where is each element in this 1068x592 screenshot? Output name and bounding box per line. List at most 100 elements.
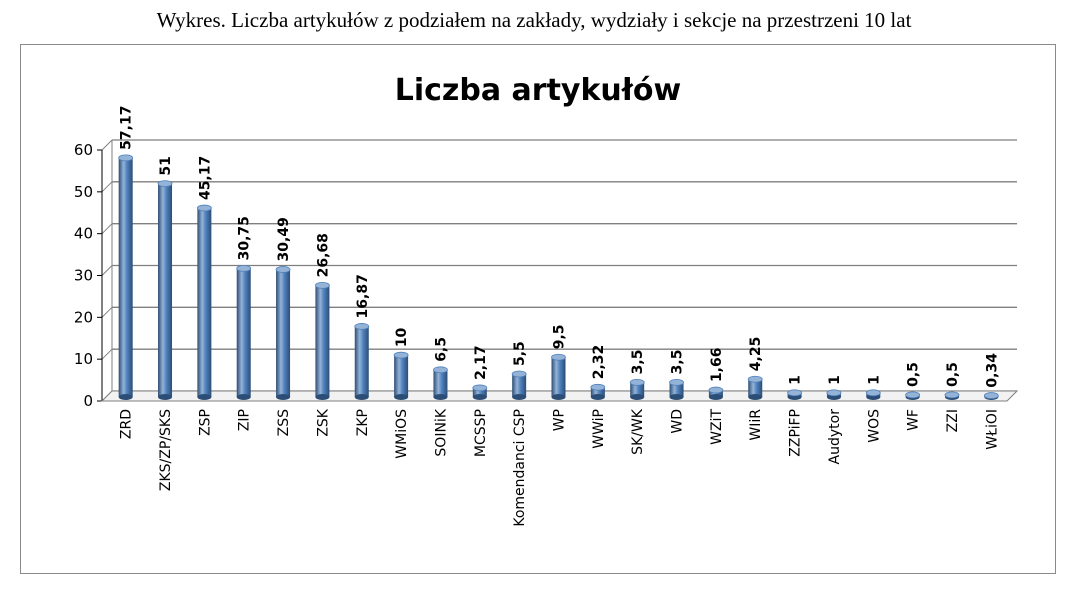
bar-base (276, 394, 291, 400)
gridline-depth (101, 348, 113, 360)
bar-top (551, 353, 566, 361)
gridline-depth (101, 306, 113, 318)
gridline-depth (101, 181, 113, 193)
bar (630, 382, 645, 397)
bar (708, 390, 723, 397)
bar (590, 387, 605, 397)
x-tick-label: ZKS/ZP/SKS (158, 409, 174, 491)
y-tick-label: 0 (83, 392, 93, 410)
y-tick-label: 50 (74, 183, 93, 201)
bar-base (472, 394, 487, 400)
data-label: 0,34 (984, 353, 1000, 388)
x-tick-label: WD (670, 409, 686, 434)
x-tick-label: WWiP (591, 409, 607, 449)
bar (315, 285, 330, 397)
data-label: 1 (866, 375, 882, 385)
y-tick-label: 40 (74, 225, 93, 243)
data-label: 16,87 (355, 274, 371, 318)
bar (551, 357, 566, 397)
data-label: 57,17 (119, 106, 135, 150)
bar-base (394, 394, 409, 400)
bar-top (747, 375, 763, 383)
bar-base (669, 394, 684, 400)
bar (354, 326, 369, 397)
data-label: 9,5 (552, 324, 568, 349)
bar (197, 208, 212, 397)
data-label: 1 (827, 375, 843, 385)
bar-top (511, 370, 527, 378)
x-tick-label: WF (906, 409, 922, 431)
x-tick-label: ZSK (315, 408, 331, 436)
data-label: 2,32 (591, 345, 607, 380)
x-tick-label: WZiT (709, 409, 725, 445)
data-label: 30,75 (237, 216, 253, 260)
x-tick-label: ZSP (197, 409, 213, 436)
bar-top (944, 391, 960, 399)
bar-base (551, 394, 566, 400)
x-tick-label: SOINiK (433, 408, 449, 456)
bar-top (157, 180, 173, 188)
bar-base (236, 394, 251, 400)
x-tick-label: WMiOS (394, 409, 410, 459)
bar-base (315, 394, 330, 400)
x-tick-label: SK/WK (630, 408, 646, 455)
labels: 57,17 ZRD 51 ZKS/ZP/SKS 45,17 ZSP 30,75 ZIP 30,4… (119, 106, 1001, 527)
bar-top (787, 389, 802, 397)
bar-top (708, 386, 724, 394)
data-label: 30,49 (276, 217, 292, 261)
y-tick-label: 30 (74, 267, 93, 285)
bar-top (354, 323, 370, 330)
bar (472, 387, 487, 397)
x-tick-label: MCSSP (473, 409, 489, 457)
bar-top (315, 281, 330, 289)
bar-base (354, 394, 369, 400)
data-label: 0,5 (945, 362, 961, 387)
bar-base (708, 394, 723, 400)
bar-top (905, 391, 921, 399)
bar-top (629, 378, 645, 386)
data-label: 6,5 (433, 337, 449, 362)
x-tick-label: ZRD (119, 409, 135, 439)
bar-base (512, 394, 527, 400)
x-tick-label: Komendanci CSP (512, 409, 528, 527)
gridlines (101, 139, 1017, 402)
bar-top (983, 392, 999, 399)
bar-base (590, 394, 605, 400)
x-tick-label: ZZPiFP (788, 409, 804, 457)
bar-top (472, 384, 488, 392)
data-label: 2,17 (473, 345, 489, 380)
bar (512, 373, 527, 397)
data-label: 4,25 (748, 337, 764, 372)
x-tick-label: ZIP (237, 409, 253, 431)
gridline-depth (101, 265, 113, 276)
x-tick-label: WŁiOI (984, 409, 1000, 450)
bar-top (590, 383, 606, 391)
bar (118, 157, 133, 397)
gridline-depth (101, 223, 113, 235)
data-label: 3,5 (630, 350, 646, 375)
x-tick-label: ZZI (945, 409, 961, 432)
bar-top (236, 264, 252, 272)
chart-caption: Wykres. Liczba artykułów z podziałem na … (156, 8, 912, 32)
data-label: 10 (394, 327, 410, 347)
bar (236, 268, 251, 397)
data-label: 5,5 (512, 341, 528, 366)
data-label: 3,5 (670, 350, 686, 375)
bar (158, 183, 173, 397)
x-tick-label: ZKP (355, 409, 371, 436)
chart-title: Liczba artykułów (395, 73, 682, 108)
data-label: 1,66 (709, 348, 725, 383)
y-tick-label: 60 (74, 141, 93, 159)
bar-base (748, 394, 763, 400)
x-tick-label: WP (552, 409, 568, 431)
y-tick-label: 20 (74, 308, 93, 326)
x-tick-label: WIiR (748, 409, 764, 441)
bar (669, 382, 684, 397)
x-tick-label: Audytor (827, 409, 843, 465)
data-label: 1 (788, 375, 804, 385)
bar-top (826, 389, 842, 397)
bar-base (118, 394, 133, 400)
bar (433, 369, 448, 397)
bar-base (158, 394, 173, 400)
bar-top (275, 266, 291, 273)
